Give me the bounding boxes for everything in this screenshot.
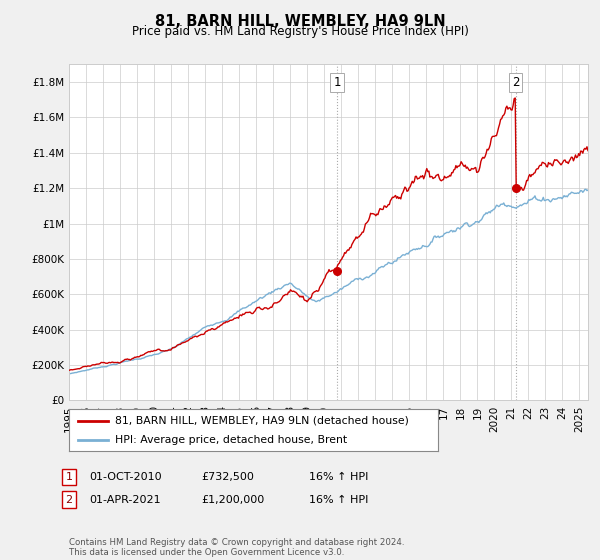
Text: 1: 1 — [65, 472, 73, 482]
Text: 1: 1 — [333, 76, 341, 89]
Text: Contains HM Land Registry data © Crown copyright and database right 2024.
This d: Contains HM Land Registry data © Crown c… — [69, 538, 404, 557]
Text: 81, BARN HILL, WEMBLEY, HA9 9LN (detached house): 81, BARN HILL, WEMBLEY, HA9 9LN (detache… — [115, 416, 409, 426]
Text: £732,500: £732,500 — [201, 472, 254, 482]
Text: 2: 2 — [65, 494, 73, 505]
Text: 16% ↑ HPI: 16% ↑ HPI — [309, 472, 368, 482]
Text: Price paid vs. HM Land Registry's House Price Index (HPI): Price paid vs. HM Land Registry's House … — [131, 25, 469, 38]
Text: 01-APR-2021: 01-APR-2021 — [89, 494, 160, 505]
Text: HPI: Average price, detached house, Brent: HPI: Average price, detached house, Bren… — [115, 435, 347, 445]
Text: 16% ↑ HPI: 16% ↑ HPI — [309, 494, 368, 505]
Text: 01-OCT-2010: 01-OCT-2010 — [89, 472, 161, 482]
Text: £1,200,000: £1,200,000 — [201, 494, 264, 505]
Text: 2: 2 — [512, 76, 520, 89]
Text: 81, BARN HILL, WEMBLEY, HA9 9LN: 81, BARN HILL, WEMBLEY, HA9 9LN — [155, 14, 445, 29]
